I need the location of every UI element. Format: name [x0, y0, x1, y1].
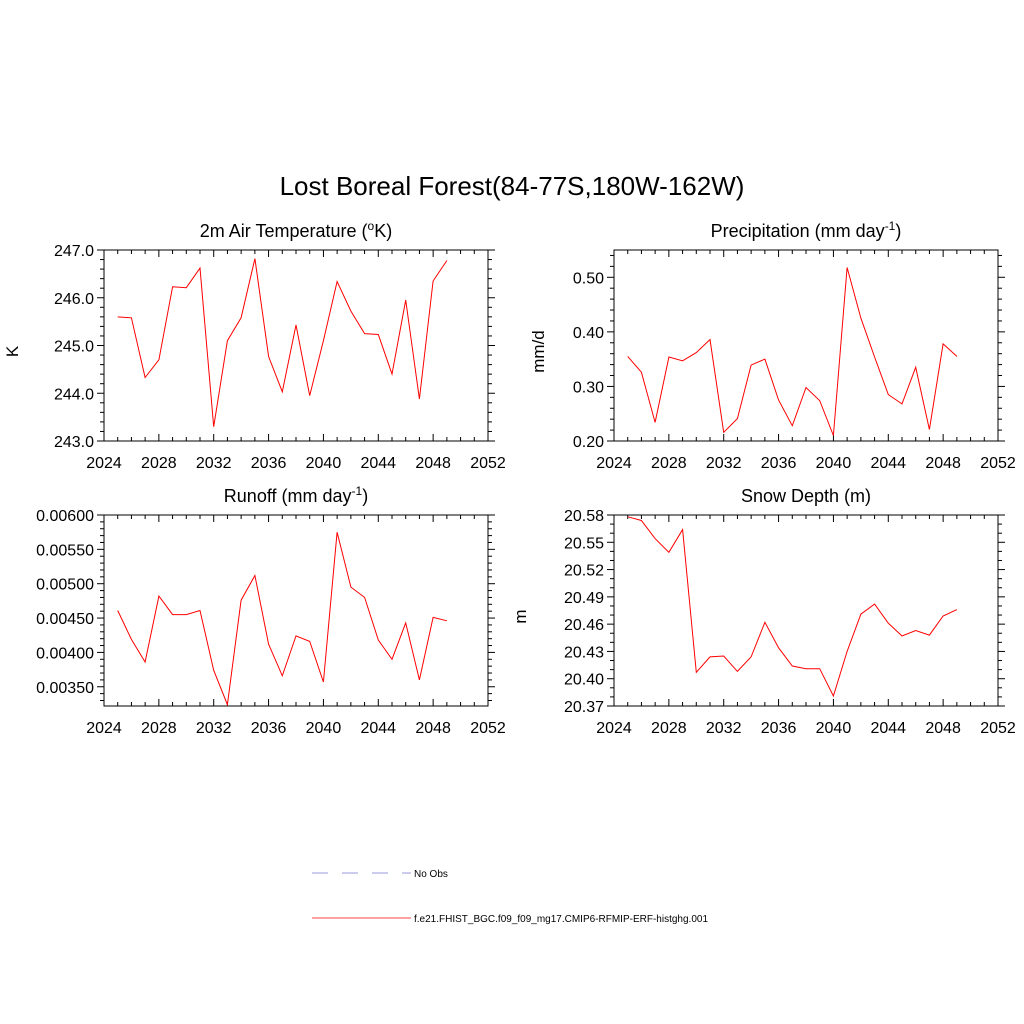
x-tick-label: 2044 — [360, 720, 396, 737]
x-tick-label: 2036 — [251, 455, 287, 472]
chart-panel-2: Precipitation (mm day-1) 2024 2028 2032 2036… — [529, 219, 1016, 472]
panel-title-end: K) — [374, 221, 392, 241]
y-tick-label: 0.50 — [573, 270, 604, 287]
chart-panel-1: 2m Air Temperature (oK) 2024 2028 2032 2036 2… — [3, 219, 506, 472]
series-line-1 — [627, 267, 958, 436]
x-tick-label: 2024 — [86, 720, 122, 737]
y-tick-label: 0.00400 — [36, 645, 94, 662]
x-tick-label: 2028 — [141, 720, 177, 737]
y-tick-label: 246.0 — [54, 291, 94, 308]
y-tick-label: 0.00550 — [36, 542, 94, 559]
panel-title-text: Runoff (mm day — [224, 486, 352, 506]
x-tick-label: 2036 — [761, 720, 797, 737]
panel-title-superscript: -1 — [885, 219, 896, 233]
y-tick-label: 20.37 — [564, 699, 604, 716]
x-tick-label: 2052 — [470, 720, 506, 737]
x-tick-label: 2032 — [196, 720, 232, 737]
y-tick-label: 247.0 — [54, 243, 94, 260]
y-tick-label: 243.0 — [54, 434, 94, 451]
plot-frame — [613, 514, 999, 707]
panel-title: Precipitation (mm day-1) — [711, 219, 902, 241]
panel-title-text: Precipitation (mm day — [711, 221, 885, 241]
panel-title-text: Snow Depth (m) — [741, 486, 871, 506]
x-tick-label: 2028 — [141, 455, 177, 472]
x-tick-label: 2040 — [306, 720, 342, 737]
x-tick-label: 2048 — [415, 455, 451, 472]
x-tick-label: 2052 — [980, 455, 1016, 472]
legend-label-1: No Obs — [414, 869, 448, 880]
x-tick-label: 2024 — [596, 455, 632, 472]
y-tick-label: 0.00350 — [36, 680, 94, 697]
panel-title-superscript: o — [368, 219, 375, 233]
chart-panel-3: Runoff (mm day-1) 2024 2028 2032 2036 2040 204… — [36, 484, 506, 737]
panel-title-end: ) — [362, 486, 368, 506]
x-tick-label: 2028 — [651, 455, 687, 472]
series-line-1 — [627, 516, 958, 698]
y-tick-label: 244.0 — [54, 386, 94, 403]
x-tick-label: 2028 — [651, 720, 687, 737]
legend: No Obs f.e21.FHIST_BGC.f09_f09_mg17.CMIP6… — [312, 869, 708, 925]
y-tick-label: 245.0 — [54, 339, 94, 356]
y-tick-label: 20.49 — [564, 590, 604, 607]
y-axis-label: mm/d — [529, 330, 548, 373]
x-tick-label: 2024 — [596, 720, 632, 737]
y-tick-label: 20.55 — [564, 535, 604, 552]
panel-title-text: 2m Air Temperature ( — [200, 221, 368, 241]
x-tick-label: 2040 — [816, 720, 852, 737]
y-tick-label: 0.00450 — [36, 611, 94, 628]
y-axis-label: K — [3, 345, 22, 357]
x-tick-label: 2040 — [816, 455, 852, 472]
y-tick-label: 20.43 — [564, 644, 604, 661]
panel-title: Snow Depth (m) — [741, 486, 871, 506]
x-tick-label: 2024 — [86, 455, 122, 472]
x-tick-label: 2052 — [980, 720, 1016, 737]
y-tick-label: 0.00500 — [36, 577, 94, 594]
x-tick-label: 2040 — [306, 455, 342, 472]
plot-frame — [613, 249, 999, 442]
y-tick-label: 20.40 — [564, 672, 604, 689]
x-tick-label: 2048 — [925, 455, 961, 472]
y-tick-label: 20.52 — [564, 563, 604, 580]
x-tick-label: 2032 — [706, 455, 742, 472]
panels: 2m Air Temperature (oK)2024 2028 2032 2036 2… — [3, 219, 1016, 737]
x-tick-label: 2044 — [360, 455, 396, 472]
series-line-1 — [117, 532, 448, 707]
panel-title-superscript: -1 — [352, 484, 363, 498]
x-tick-label: 2052 — [470, 455, 506, 472]
y-tick-label: 0.30 — [573, 379, 604, 396]
plot-frame — [103, 514, 489, 707]
y-tick-label: 20.58 — [564, 508, 604, 525]
y-tick-label: 20.46 — [564, 617, 604, 634]
x-tick-label: 2032 — [706, 720, 742, 737]
panel-title: Runoff (mm day-1) — [224, 484, 368, 506]
x-tick-label: 2036 — [761, 455, 797, 472]
figure-title: Lost Boreal Forest(84-77S,180W-162W) — [280, 171, 745, 201]
panel-title-end: ) — [895, 221, 901, 241]
x-tick-label: 2036 — [251, 720, 287, 737]
panel-title: 2m Air Temperature (oK) — [200, 219, 392, 241]
x-tick-label: 2048 — [415, 720, 451, 737]
x-tick-label: 2048 — [925, 720, 961, 737]
x-tick-label: 2044 — [870, 720, 906, 737]
y-tick-label: 0.40 — [573, 325, 604, 342]
legend-label-2: f.e21.FHIST_BGC.f09_f09_mg17.CMIP6-RFMIP… — [414, 914, 708, 925]
chart-panel-4: Snow Depth (m) 2024 2028 2032 2036 2040 2044 20… — [511, 486, 1016, 737]
x-tick-label: 2032 — [196, 455, 232, 472]
series-line-1 — [117, 258, 448, 427]
y-tick-label: 0.00600 — [36, 508, 94, 525]
x-tick-label: 2044 — [870, 455, 906, 472]
y-axis-label: m — [511, 609, 530, 623]
y-tick-label: 0.20 — [573, 434, 604, 451]
